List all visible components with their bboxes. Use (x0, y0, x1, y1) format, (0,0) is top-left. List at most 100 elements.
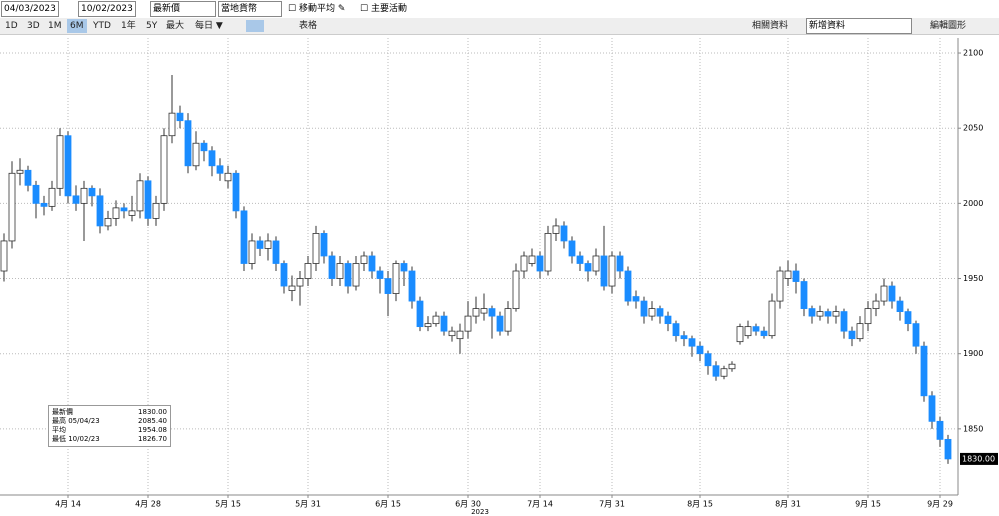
y-tick-label: 1950 (963, 274, 983, 283)
moving-average[interactable]: ☐ 移動平均 ✎ (288, 4, 346, 14)
candle-body (504, 308, 512, 332)
candle-body (816, 311, 824, 317)
candle-body (56, 135, 64, 189)
candle-body (856, 323, 864, 340)
candle-body (552, 225, 560, 234)
range-button[interactable]: 6M (67, 19, 87, 33)
candle-body (280, 263, 288, 287)
add-data[interactable]: 新增資料 (806, 18, 912, 34)
candle-body (216, 165, 224, 174)
candle-body (888, 285, 896, 302)
candle-body (896, 300, 904, 312)
summary-row: 最低 10/02/23 1826.70 (52, 435, 167, 444)
candle-body (864, 308, 872, 325)
range-button[interactable]: 1D (5, 21, 18, 31)
x-tick-label: 5月 15 (215, 500, 241, 509)
chart-mode[interactable] (246, 20, 264, 32)
candle-body (24, 169, 32, 186)
candle-body (728, 363, 736, 370)
candle-body (488, 308, 496, 317)
table-button[interactable]: 表格 (299, 21, 318, 31)
summary-label: 最低 10/02/23 (52, 435, 100, 443)
frequency[interactable]: 每日 ▼ (195, 21, 223, 31)
y-tick-label: 2050 (963, 124, 983, 133)
range-button[interactable]: 1M (48, 21, 62, 31)
x-tick-label: 6月 30 (455, 500, 481, 509)
edit-chart[interactable]: 編輯圖形 (930, 21, 967, 31)
candle-body (904, 311, 912, 325)
candle-body (48, 187, 56, 207)
candle-body (440, 315, 448, 332)
start-date[interactable]: 04/03/2023 (1, 1, 59, 17)
label: 主要活動 (370, 4, 407, 14)
candle-body (144, 180, 152, 219)
candle-body (720, 368, 728, 377)
candle-body (784, 270, 792, 279)
candle-body (368, 255, 376, 272)
candle-body (296, 278, 304, 287)
events[interactable]: ☐ 主要活動 (360, 4, 407, 14)
candle-body (664, 315, 672, 325)
range-button[interactable]: 1年 (121, 21, 136, 31)
candle-body (184, 120, 192, 167)
candle-body (544, 233, 552, 272)
summary-value: 2085.40 (138, 417, 167, 425)
range-button[interactable]: YTD (93, 21, 111, 31)
y-tick-label: 1900 (963, 349, 983, 358)
candle-body (744, 326, 752, 337)
x-tick-label: 6月 15 (375, 500, 401, 509)
candle-body (648, 308, 656, 317)
last-price-label: 1830.00 (962, 454, 995, 463)
related-button[interactable]: 相關資料 (752, 21, 789, 31)
range-button[interactable]: 5Y (146, 21, 158, 31)
candle-body (176, 112, 184, 122)
currency[interactable]: 當地貨幣 (218, 1, 282, 17)
candle-body (376, 270, 384, 279)
candle-body (88, 187, 96, 197)
candle-body (224, 172, 232, 182)
candle-body (400, 263, 408, 272)
x-tick-label: 9月 29 (927, 500, 953, 509)
candle-body (520, 255, 528, 272)
chart: 2023 1850 1900 1950 2000 2050 2100 4月 14 4月 28 5… (0, 38, 998, 516)
candle-body (240, 210, 248, 264)
candle-body (704, 353, 712, 367)
candle-body (352, 263, 360, 287)
candle-body (128, 210, 136, 216)
candle-body (448, 330, 456, 337)
x-tick-label: 4月 28 (135, 500, 161, 509)
candle-body (288, 285, 296, 291)
candle-body (112, 207, 120, 219)
candle-body (496, 315, 504, 332)
candle-body (264, 240, 272, 249)
candle-body (920, 345, 928, 397)
candle-body (568, 240, 576, 257)
x-tick-label: 7月 14 (527, 500, 553, 509)
candle-body (696, 345, 704, 355)
candle-body (248, 240, 256, 264)
y-tick-label: 2000 (963, 199, 983, 208)
candle-body (848, 330, 856, 340)
y-tick-label: 2100 (963, 49, 983, 58)
candle-body (616, 255, 624, 272)
x-axis-label: 2023 (471, 508, 489, 516)
candle-body (152, 202, 160, 219)
price-field[interactable]: 最新價 (150, 1, 216, 17)
candle-body (760, 330, 768, 337)
candle-body (560, 225, 568, 242)
range-button[interactable]: 最大 (166, 21, 185, 31)
candle-body (600, 255, 608, 287)
candle-body (192, 142, 200, 167)
candle-body (776, 270, 784, 302)
end-date[interactable]: 10/02/2023 (78, 1, 136, 17)
candle-body (304, 263, 312, 279)
candle-body (312, 233, 320, 264)
candle-body (528, 255, 536, 264)
candle-body (656, 308, 664, 317)
range-button[interactable]: 3D (27, 21, 40, 31)
candle-body (936, 420, 944, 440)
candle-body (792, 270, 800, 282)
candle-body (456, 330, 464, 340)
summary-row: 最高 05/04/23 2085.40 (52, 417, 167, 426)
